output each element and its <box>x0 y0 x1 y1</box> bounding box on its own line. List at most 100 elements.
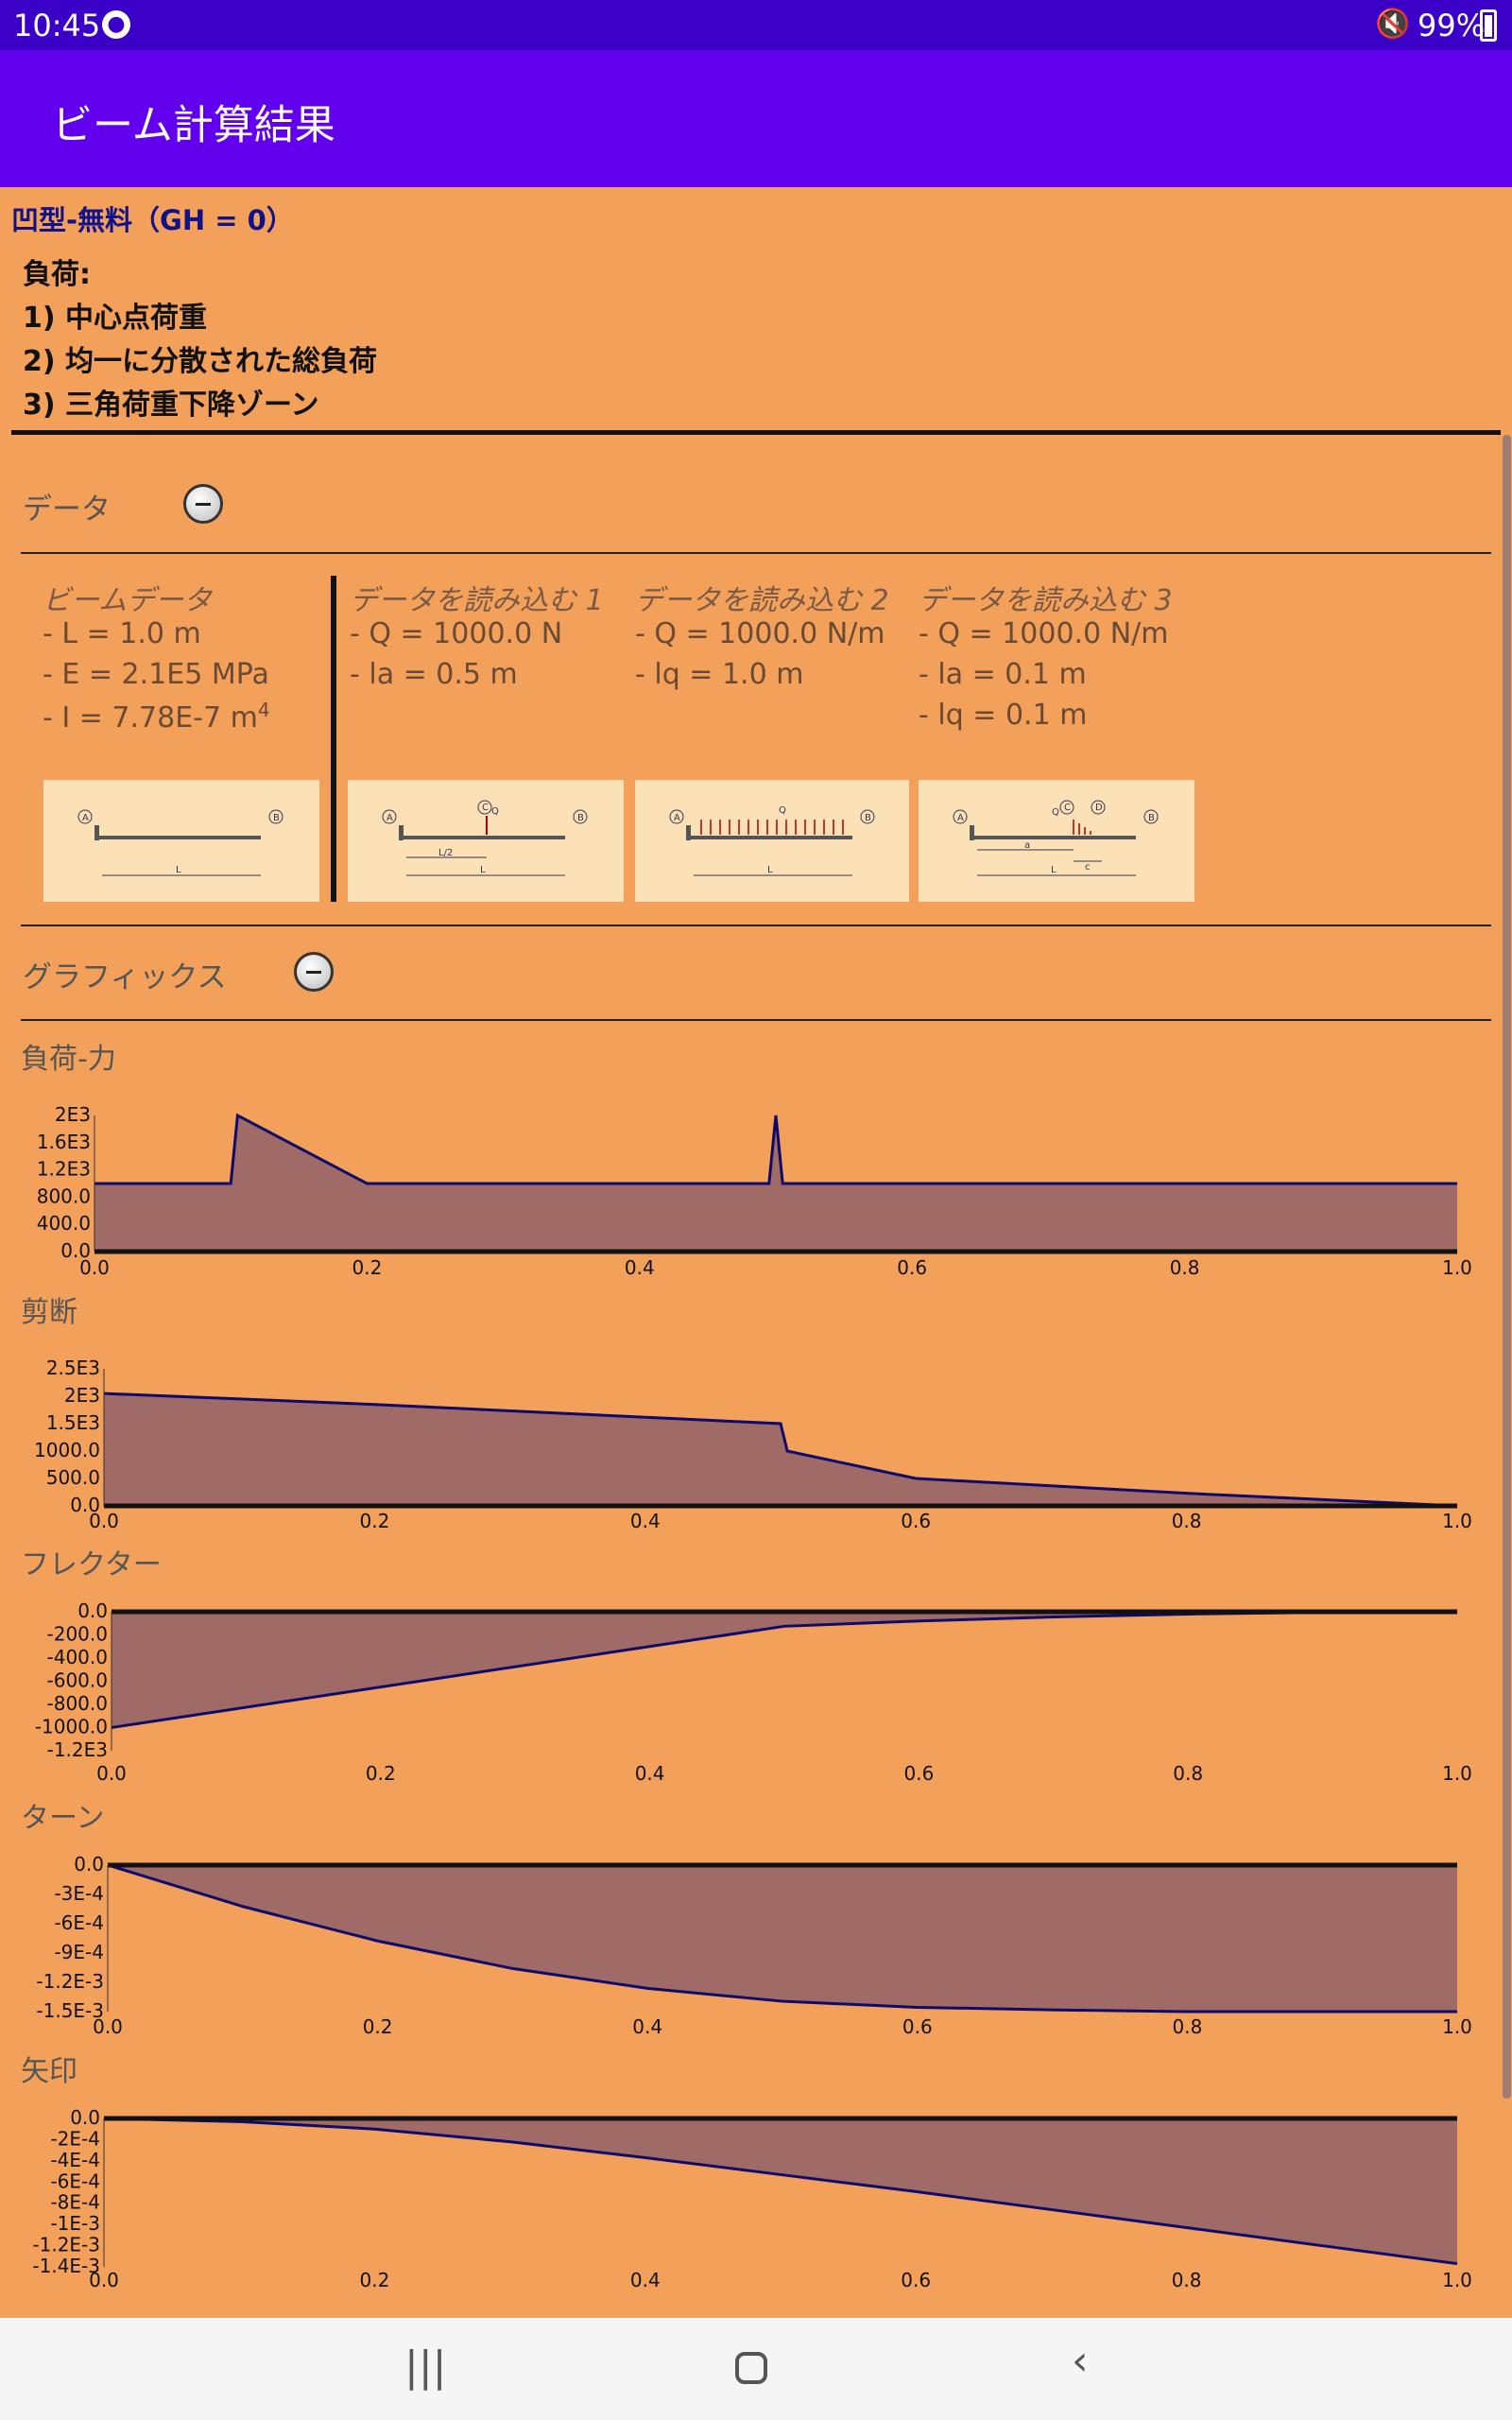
home-icon[interactable] <box>735 2352 767 2384</box>
load2-heading: データを読み込む 2 <box>635 584 889 617</box>
mute-icon: 🔇 <box>1375 8 1411 41</box>
load3-diagram-thumbnail[interactable]: A B C D Q a c L <box>919 780 1194 902</box>
beam-inertia: - I = 7.78E-7 m4 <box>43 699 270 735</box>
beam-length: - L = 1.0 m <box>43 617 201 650</box>
support-b-label: B <box>1148 813 1155 823</box>
load1-diagram-thumbnail[interactable]: A B C Q L/2 L <box>348 780 624 902</box>
y-tick-label: 1.5E3 <box>46 1411 100 1434</box>
chart-area-fill <box>108 1865 1457 2012</box>
divider <box>21 552 1491 554</box>
distributed-load-arrows <box>700 820 844 835</box>
recents-icon[interactable]: ||| <box>404 2342 447 2391</box>
load3-heading: データを読み込む 3 <box>919 584 1173 617</box>
point-c-marker <box>1059 800 1074 815</box>
y-tick-label: -6E-4 <box>50 2169 100 2192</box>
chart-area-fill <box>104 2118 1457 2264</box>
x-tick-label: 1.0 <box>1442 1510 1472 1532</box>
y-tick-label: 800.0 <box>37 1184 91 1207</box>
chart-title-deflection: 矢印 <box>21 2055 77 2088</box>
support-a-label: A <box>82 813 89 823</box>
chart-title-moment: フレクター <box>21 1548 162 1582</box>
y-tick-label: -1E-3 <box>50 2212 100 2235</box>
y-tick-label: -800.0 <box>47 1692 108 1715</box>
x-tick-label: 0.4 <box>632 2015 662 2038</box>
chart-area-fill <box>104 1393 1457 1506</box>
dimension-label: L <box>480 865 486 875</box>
x-tick-label: 0.4 <box>630 2269 661 2291</box>
triangular-load-arrows <box>1073 820 1091 835</box>
chart-area-fill <box>94 1115 1457 1252</box>
zoom-out-icon[interactable] <box>183 484 223 524</box>
load1-heading: データを読み込む 1 <box>350 584 604 617</box>
x-tick-label: 0.4 <box>625 1256 655 1279</box>
load-q-label: Q <box>1052 807 1059 818</box>
support-a-marker <box>382 809 397 824</box>
x-tick-label: 0.0 <box>89 2269 119 2291</box>
y-tick-label: -9E-4 <box>54 1941 104 1963</box>
page-title: ビーム計算結果 <box>52 102 335 149</box>
support-b-label: B <box>865 813 871 823</box>
vertical-divider <box>331 576 336 902</box>
y-tick-label: -1.4E-3 <box>32 2255 100 2277</box>
y-tick-label: 2E3 <box>55 1103 91 1126</box>
dimension-label: a <box>1024 840 1030 851</box>
y-tick-label: -1000.0 <box>35 1716 108 1738</box>
support-b-label: B <box>577 813 584 823</box>
load-q-label: Q <box>779 805 786 816</box>
x-tick-label: 1.0 <box>1442 1762 1472 1785</box>
y-tick-label: 0.0 <box>77 1599 108 1622</box>
y-tick-label: -600.0 <box>47 1669 108 1692</box>
load-q-label: Q <box>491 806 499 817</box>
x-tick-label: 0.8 <box>1172 2269 1202 2291</box>
x-tick-label: 0.4 <box>635 1762 665 1785</box>
load-item: 1) 中心点荷重 <box>23 302 208 335</box>
fixed-support <box>686 825 691 840</box>
support-a-marker <box>669 809 684 824</box>
y-tick-label: 0.0 <box>70 2106 100 2129</box>
load1-diagram: A B C Q L/2 L <box>382 800 588 876</box>
y-tick-label: 0.0 <box>70 1494 100 1516</box>
x-tick-label: 0.8 <box>1172 1510 1202 1532</box>
x-tick-label: 0.6 <box>903 1762 934 1785</box>
dimension-label: L/2 <box>438 848 453 858</box>
beam-type-title: 凹型-無料（GH = 0） <box>11 204 294 236</box>
point-c-label: C <box>482 803 489 813</box>
x-tick-label: 1.0 <box>1442 2269 1472 2291</box>
x-tick-label: 0.0 <box>79 1256 110 1279</box>
x-tick-label: 0.8 <box>1170 1256 1200 1279</box>
chart-series-line <box>94 1113 1457 1185</box>
load-item: 2) 均一に分散された総負荷 <box>23 345 378 378</box>
fixed-support <box>94 825 99 840</box>
load3-value: - Q = 1000.0 N/m <box>919 617 1169 650</box>
divider <box>11 430 1501 435</box>
y-tick-label: -1.2E-3 <box>36 1970 104 1993</box>
chart-series-line <box>107 1863 1457 2014</box>
x-tick-label: 0.6 <box>902 2015 933 2038</box>
divider <box>21 925 1491 926</box>
load1-value: - la = 0.5 m <box>350 658 518 691</box>
y-tick-label: -6E-4 <box>54 1911 104 1934</box>
battery-icon <box>1480 9 1497 42</box>
x-tick-label: 0.6 <box>901 2269 931 2291</box>
scrollbar[interactable] <box>1503 435 1511 2099</box>
load2-diagram-thumbnail[interactable]: A B Q L <box>635 780 909 902</box>
loads-heading: 負荷: <box>23 258 91 291</box>
y-tick-label: 400.0 <box>37 1212 91 1235</box>
chart-title-load: 負荷-力 <box>21 1043 116 1076</box>
x-tick-label: 0.2 <box>366 1762 396 1785</box>
y-tick-label: -3E-4 <box>54 1882 104 1905</box>
x-tick-label: 0.8 <box>1173 1762 1203 1785</box>
x-tick-label: 0.2 <box>352 1256 382 1279</box>
status-bar: 10:45 ● 🔇 99% <box>0 0 1512 50</box>
battery-level: 99% <box>1418 8 1486 43</box>
beam-diagram-thumbnail[interactable]: A B L <box>43 780 319 902</box>
support-b-marker <box>1143 809 1159 824</box>
support-b-marker <box>860 809 875 824</box>
x-tick-label: 0.2 <box>359 2269 389 2291</box>
zoom-out-icon[interactable] <box>294 952 334 992</box>
chart-area-fill <box>112 1612 1457 1728</box>
x-tick-label: 0.6 <box>897 1256 927 1279</box>
app-bar: ビーム計算結果 <box>0 50 1512 187</box>
back-icon[interactable]: ‹ <box>1072 2337 1089 2385</box>
y-tick-label: 1.6E3 <box>37 1131 91 1153</box>
